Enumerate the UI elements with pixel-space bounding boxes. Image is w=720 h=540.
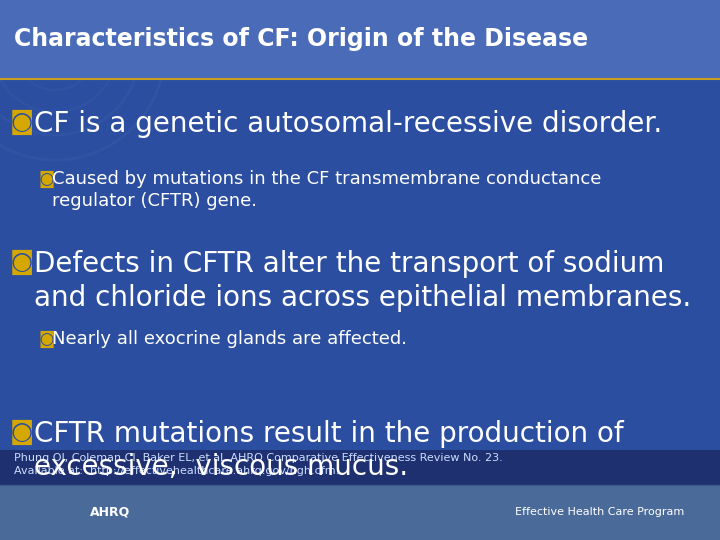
Text: Defects in CFTR alter the transport of sodium
and chloride ions across epithelia: Defects in CFTR alter the transport of s… bbox=[35, 250, 691, 312]
Text: CFTR mutations result in the production of
excessive,  viscous mucus.: CFTR mutations result in the production … bbox=[35, 420, 624, 482]
Text: ◙: ◙ bbox=[38, 330, 54, 348]
Text: Available at:  http://effectivehealthcare.ahrq.gov/hgh.cfm.: Available at: http://effectivehealthcare… bbox=[14, 466, 339, 476]
Text: ◙: ◙ bbox=[10, 420, 35, 445]
Text: Characteristics of CF: Origin of the Disease: Characteristics of CF: Origin of the Dis… bbox=[14, 27, 588, 51]
Text: ◙: ◙ bbox=[38, 170, 54, 188]
Text: ◙: ◙ bbox=[10, 250, 35, 275]
Text: Phung OJ, Coleman CI, Baker EL, et al. AHRQ Comparative Effectiveness Review No.: Phung OJ, Coleman CI, Baker EL, et al. A… bbox=[14, 453, 503, 463]
FancyBboxPatch shape bbox=[0, 485, 720, 540]
Text: CF is a genetic autosomal-recessive disorder.: CF is a genetic autosomal-recessive diso… bbox=[35, 110, 662, 138]
Text: AHRQ: AHRQ bbox=[90, 505, 130, 518]
Text: Nearly all exocrine glands are affected.: Nearly all exocrine glands are affected. bbox=[52, 330, 407, 348]
FancyBboxPatch shape bbox=[0, 450, 720, 540]
FancyBboxPatch shape bbox=[0, 0, 720, 78]
Text: Effective Health Care Program: Effective Health Care Program bbox=[516, 507, 685, 517]
Text: ◙: ◙ bbox=[10, 110, 35, 135]
Text: Caused by mutations in the CF transmembrane conductance
regulator (CFTR) gene.: Caused by mutations in the CF transmembr… bbox=[52, 170, 601, 210]
